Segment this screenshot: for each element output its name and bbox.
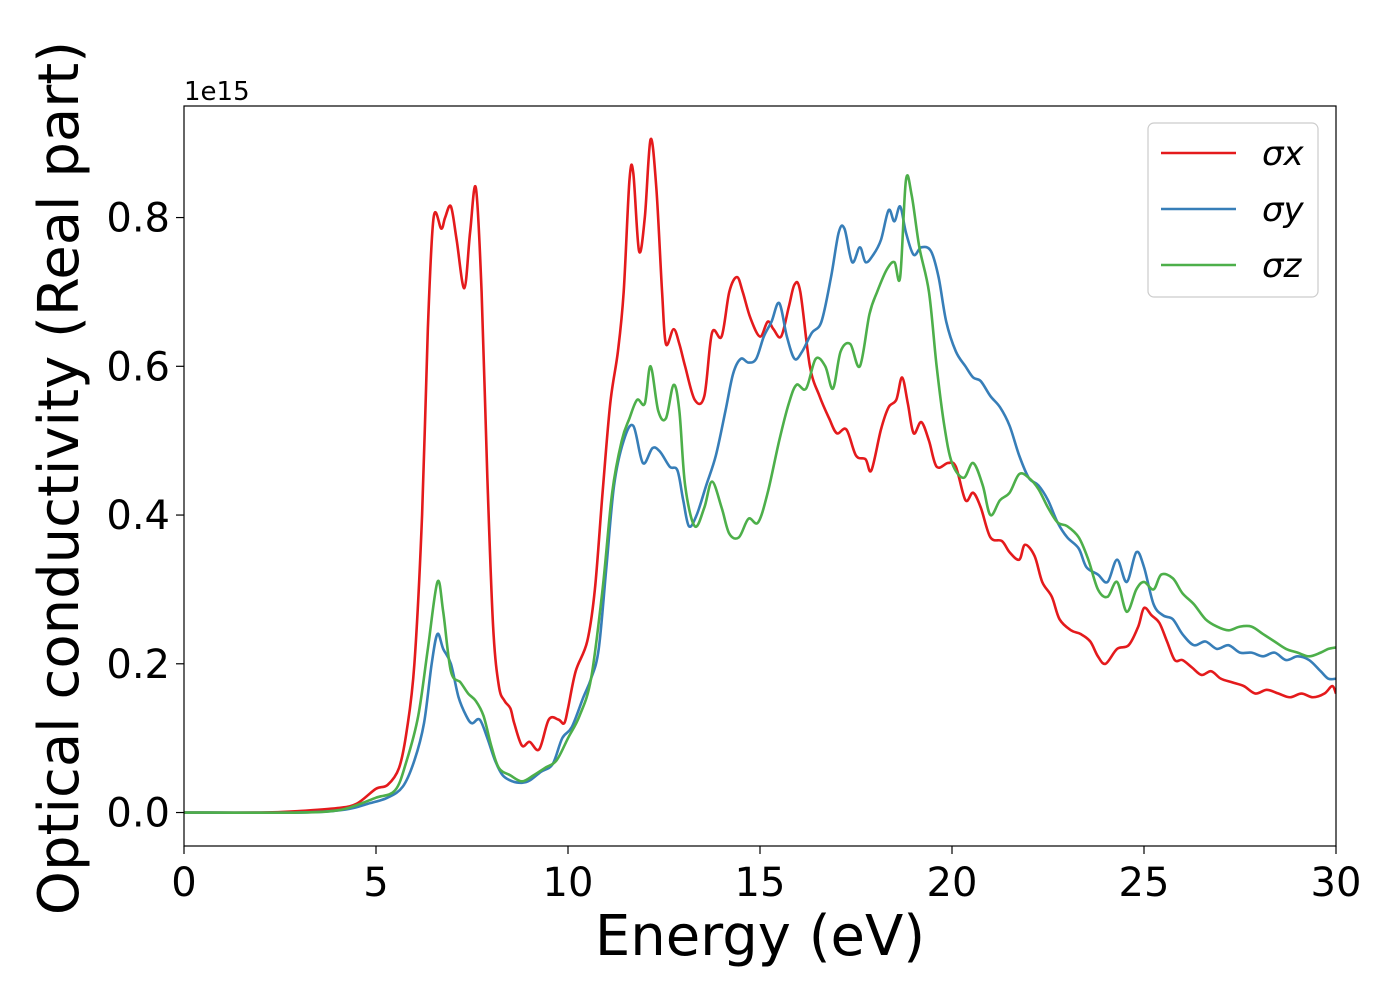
x-tick-label: 15 (735, 860, 786, 906)
legend-label-2: σy (1262, 190, 1305, 230)
series-line-3 (184, 174, 1336, 814)
x-tick-label: 5 (363, 860, 388, 906)
y-tick-label: 0.8 (106, 196, 170, 242)
x-tick-label: 0 (171, 860, 196, 906)
y-offset-label: 1e15 (184, 77, 250, 107)
y-tick-label: 0.0 (106, 791, 170, 837)
x-tick-label: 10 (543, 860, 594, 906)
y-tick-label: 0.6 (106, 344, 170, 390)
legend: σx σy σz (1147, 122, 1319, 298)
x-tick-label: 30 (1311, 860, 1362, 906)
x-axis-title: Energy (eV) (595, 904, 925, 969)
legend-label-1: σx (1262, 134, 1305, 174)
series-line-1 (184, 137, 1336, 814)
legend-label-3: σz (1262, 246, 1303, 286)
x-tick-label: 25 (1119, 860, 1170, 906)
x-axis: 0 5 10 15 20 25 30 (171, 846, 1361, 906)
y-axis-title: Optical conductivity (Real part) (27, 41, 92, 915)
series-group (184, 137, 1336, 815)
series-line-2 (184, 205, 1336, 815)
x-tick-label: 20 (927, 860, 978, 906)
y-axis: 0.0 0.2 0.4 0.6 0.8 (106, 196, 184, 837)
y-tick-label: 0.2 (106, 642, 170, 688)
y-tick-label: 0.4 (106, 493, 170, 539)
